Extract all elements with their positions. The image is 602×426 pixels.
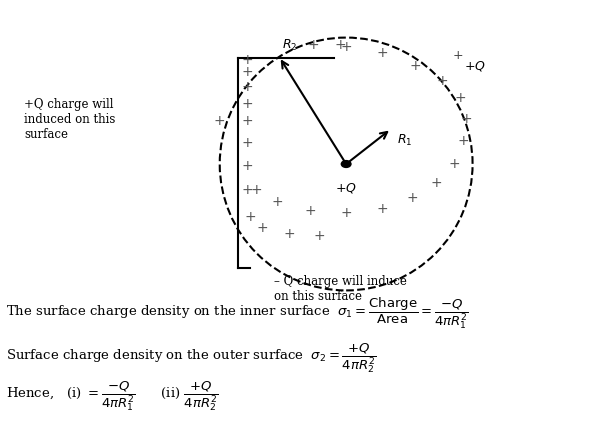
Text: +: + — [448, 157, 461, 171]
Text: $R_2$: $R_2$ — [282, 37, 297, 52]
Text: +: + — [452, 49, 463, 62]
Text: +: + — [376, 202, 388, 216]
Text: $+Q$: $+Q$ — [335, 181, 357, 195]
Text: +: + — [241, 183, 253, 196]
Text: +: + — [376, 46, 388, 60]
Text: +: + — [340, 206, 352, 220]
Text: – Q charge will induce
on this surface: – Q charge will induce on this surface — [274, 275, 407, 303]
Text: +: + — [244, 210, 256, 224]
Text: Surface charge density on the outer surface  $\sigma_2 = \dfrac{+Q}{4\pi R_2^2}$: Surface charge density on the outer surf… — [6, 341, 376, 375]
Text: Hence,   (i) $= \dfrac{-Q}{4\pi R_1^2}$      (ii) $\dfrac{+Q}{4\pi R_2^2}$: Hence, (i) $= \dfrac{-Q}{4\pi R_1^2}$ (i… — [6, 379, 219, 413]
Text: +: + — [307, 38, 319, 52]
Text: +: + — [271, 196, 283, 209]
Text: +: + — [241, 81, 253, 94]
Text: +: + — [283, 227, 295, 241]
Text: +: + — [406, 191, 418, 205]
Text: +: + — [241, 66, 253, 79]
Text: +: + — [256, 221, 268, 235]
Text: +: + — [241, 136, 253, 150]
Text: +: + — [436, 74, 448, 88]
Text: +: + — [241, 98, 253, 111]
Text: +: + — [241, 53, 253, 66]
Text: +: + — [304, 204, 316, 218]
Text: +: + — [241, 159, 253, 173]
Text: $R_1$: $R_1$ — [397, 133, 412, 148]
Text: +: + — [214, 115, 226, 128]
Text: +: + — [461, 112, 473, 126]
Text: +: + — [250, 183, 262, 196]
Text: +: + — [241, 115, 253, 128]
Text: +: + — [430, 176, 442, 190]
Text: +: + — [458, 134, 470, 147]
Text: +: + — [334, 38, 346, 52]
Text: The surface charge density on the inner surface  $\sigma_1 = \dfrac{\mathrm{Char: The surface charge density on the inner … — [6, 295, 469, 331]
Text: +: + — [340, 40, 352, 54]
Circle shape — [341, 161, 351, 167]
Text: +: + — [409, 59, 421, 73]
Text: $+Q$: $+Q$ — [464, 59, 485, 73]
Text: +: + — [455, 91, 467, 105]
Text: +: + — [313, 230, 325, 243]
Text: +Q charge will
induced on this
surface: +Q charge will induced on this surface — [24, 98, 116, 141]
